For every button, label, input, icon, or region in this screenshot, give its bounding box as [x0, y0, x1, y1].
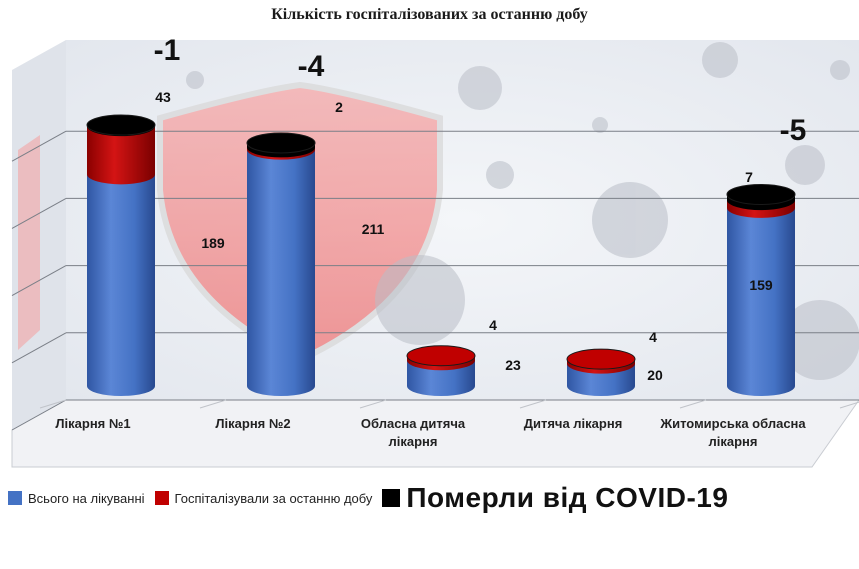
- virus-icon: [592, 117, 608, 133]
- total-label: 189: [201, 235, 225, 251]
- category-separator: [39, 399, 67, 409]
- legend-swatch-total: [8, 491, 22, 505]
- grid-line-side: [11, 130, 67, 162]
- category-separator: [359, 399, 387, 409]
- category-label: Дитяча лікарня: [524, 416, 623, 431]
- legend-item-hospitalized: Госпіталізували за останню добу: [154, 490, 373, 506]
- category-separator: [519, 399, 547, 409]
- hospitalized-label: 2: [335, 99, 343, 115]
- bars: [86, 114, 796, 396]
- died-label: -5: [780, 114, 807, 147]
- bar-segment: [727, 207, 795, 396]
- category-label: Обласна дитяча: [361, 416, 466, 431]
- legend-swatch-died: [382, 489, 401, 507]
- legend: Всього на лікуванні Госпіталізували за о…: [8, 478, 738, 518]
- category-labels: Лікарня №1 Лікарня №2 Обласна дитяча лікарн…: [55, 416, 806, 449]
- data-labels: 189 43 -1 211 2 -4 23 4 20 4 159 7 -5: [154, 34, 807, 383]
- category-label: лікарня: [389, 434, 438, 449]
- grid-line-side: [11, 399, 67, 431]
- category-separator: [199, 399, 227, 409]
- died-label: -4: [298, 50, 325, 83]
- virus-decoration-icons: [186, 42, 859, 380]
- virus-icon: [830, 60, 850, 80]
- category-label: Лікарня №1: [55, 416, 130, 431]
- category-separator: [839, 401, 859, 409]
- category-label: лікарня: [709, 434, 758, 449]
- bar-segment: [87, 174, 155, 396]
- virus-icon: [780, 300, 859, 380]
- bar-cap: [406, 345, 476, 367]
- virus-icon: [486, 161, 514, 189]
- grid-line-side: [11, 265, 67, 297]
- hospitalized-label: 4: [489, 317, 497, 333]
- shield-left-icon: [18, 135, 40, 350]
- hospitalized-label: 43: [155, 89, 171, 105]
- bar-segment: [407, 360, 475, 396]
- bar-cap: [566, 348, 636, 370]
- legend-label-total: Всього на лікуванні: [28, 490, 145, 506]
- grid-lines: [11, 130, 859, 431]
- legend-item-total: Всього на лікуванні: [8, 491, 145, 506]
- category-label: Лікарня №2: [215, 416, 290, 431]
- virus-icon: [375, 255, 465, 345]
- legend-label-died: Померли від COVID-19: [406, 482, 729, 513]
- category-label: Житомирська обласна: [659, 416, 806, 431]
- hospitalized-label: 4: [649, 329, 657, 345]
- legend-item-died: Померли від COVID-19: [382, 482, 728, 514]
- died-label: -1: [154, 34, 181, 67]
- total-label: 23: [505, 357, 521, 373]
- virus-icon: [702, 42, 738, 78]
- total-label: 20: [647, 367, 663, 383]
- virus-icon: [592, 182, 668, 258]
- grid-line-side: [11, 197, 67, 229]
- virus-icon: [458, 66, 502, 110]
- category-separator: [679, 399, 707, 409]
- bar-cap: [246, 132, 316, 154]
- bar-cap: [726, 183, 796, 205]
- bar-cap: [86, 114, 156, 136]
- chart-title: Кількість госпіталізованих за останню до…: [271, 6, 588, 23]
- virus-icon: [186, 71, 204, 89]
- total-label: 211: [362, 221, 385, 237]
- hospitalized-label: 7: [745, 169, 753, 185]
- bar-segment: [87, 126, 155, 185]
- legend-swatch-hospitalized: [154, 491, 169, 505]
- bar-segment: [247, 149, 315, 396]
- legend-label-hospitalized: Госпіталізували за останню добу: [174, 490, 373, 506]
- grid-line-side: [11, 332, 67, 364]
- total-label: 159: [749, 277, 773, 293]
- virus-icon: [785, 145, 825, 185]
